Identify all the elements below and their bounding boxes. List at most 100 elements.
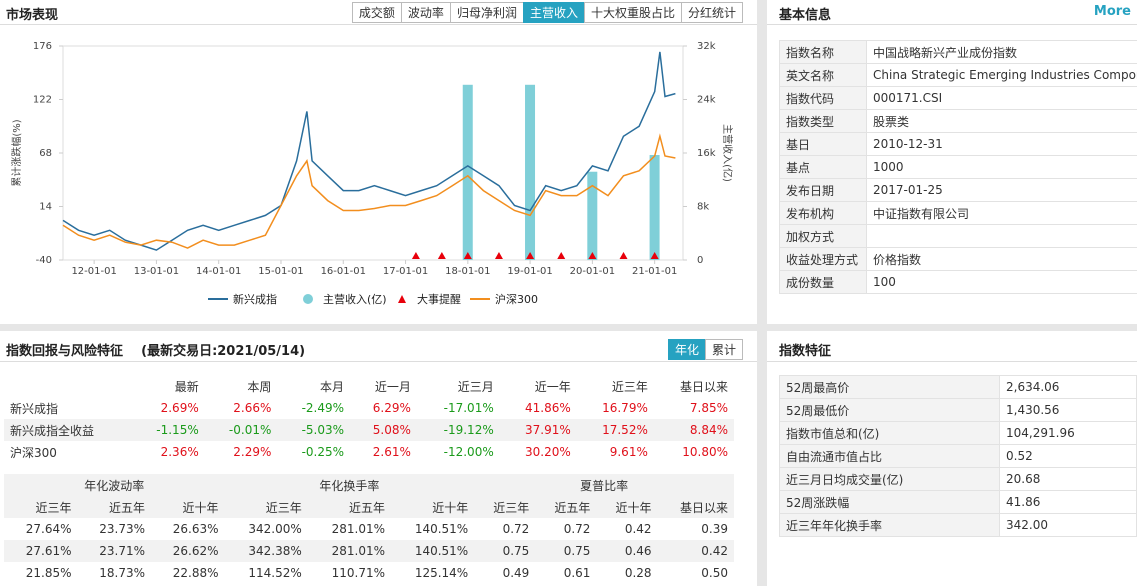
table-row: 指数名称 中国战略新兴产业成份指数 — [779, 40, 1137, 64]
legend-label[interactable]: 大事提醒 — [417, 292, 461, 306]
table-row: 加权方式 — [779, 224, 1137, 248]
returns-table: 最新 本周 本月 近一月 近三月 近一年 近三年 基日以来 新兴成指 2.69% 2.66% -2.4… — [4, 375, 734, 463]
table-row: 沪深300 2.36% 2.29% -0.25% 2.61% -12.00% 30.20% 9… — [4, 441, 734, 463]
table-cell: 0.39 — [701, 522, 728, 536]
table-cell: 2.29% — [233, 445, 272, 459]
table-row: 发布日期 2017-01-25 — [779, 178, 1137, 202]
table-cell: 17.52% — [576, 419, 654, 441]
table-row: 指数市值总和(亿) 104,291.96 — [779, 421, 1137, 445]
table-row: 52周最高价 2,634.06 — [779, 375, 1137, 399]
table-cell: 近一月 — [374, 379, 411, 394]
table-cell: 近三年年化换手率 — [779, 513, 1000, 537]
table-cell: 0.75 — [535, 540, 597, 562]
chart: 累计涨跌幅(%) 主营收入(亿) -40 14 68 122 176 0 8k 16k 24k 3… — [10, 41, 734, 306]
tab[interactable]: 分红统计 — [680, 2, 743, 23]
table-row: 指数代码 000171.CSI — [779, 86, 1137, 110]
table-cell: 指数代码 — [779, 86, 867, 110]
table-cell: 20.68 — [999, 467, 1137, 491]
table-cell: 104,291.96 — [999, 421, 1137, 445]
table-cell: 281.01% — [331, 522, 385, 536]
y2-axis-label: 主营收入(亿) — [721, 124, 734, 182]
legend-label[interactable]: 沪深300 — [495, 292, 538, 306]
y-tick-label: 176 — [33, 41, 52, 52]
table-cell: 年化波动率 — [4, 474, 225, 496]
table-cell: 26.63% — [172, 522, 219, 536]
event-marker[interactable] — [650, 252, 659, 259]
table-cell: 0.72 — [563, 522, 591, 536]
table-cell: 000171.CSI — [866, 86, 1137, 110]
table-cell: 中国战略新兴产业成份指数 — [866, 40, 1137, 64]
bar — [462, 84, 473, 260]
table-row: 最新 本周 本月 近一月 近三月 近一年 近三年 基日以来 — [4, 375, 734, 397]
table-cell: 收益处理方式 — [779, 247, 867, 271]
table-row: 基点 1000 — [779, 155, 1137, 179]
table-cell: 0.46 — [596, 540, 658, 562]
tab[interactable]: 累计 — [704, 339, 743, 360]
x-tick-label: 17-01-01 — [383, 266, 428, 277]
table-cell: 342.00% — [248, 522, 302, 536]
table-cell: 基日 — [779, 132, 867, 156]
y-axis-label: 累计涨跌幅(%) — [10, 119, 23, 186]
table-cell — [866, 224, 1137, 248]
y2-tick-label: 16k — [697, 148, 716, 159]
panel-header: 指数特征 — [767, 331, 1137, 362]
table-cell: 0.49 — [502, 566, 530, 580]
x-tick-label: 13-01-01 — [134, 266, 179, 277]
basic-table: 指数名称 中国战略新兴产业成份指数 英文名称 China Strategic Emer… — [779, 40, 1137, 294]
table-cell: 近五年 — [77, 496, 152, 518]
table-row: 27.64% 23.73% 26.63% 342.00% 281.01% 140.51% 0… — [4, 518, 734, 540]
bar — [649, 155, 660, 260]
table-cell: 0.50 — [701, 566, 728, 580]
panel-header: 市场表现 成交额 波动率 归母净利润 主营收入 十大权重股占比 分红统计 — [0, 0, 757, 25]
event-marker[interactable] — [463, 252, 472, 259]
table-cell: 近三年 — [4, 496, 78, 518]
market-panel: 市场表现 成交额 波动率 归母净利润 主营收入 十大权重股占比 分红统计 累计涨跌幅(%) … — [0, 0, 757, 324]
table-cell: 0.42 — [657, 540, 734, 562]
tab-bar: 年化 累计 — [667, 339, 743, 360]
table-cell: 1000 — [866, 155, 1137, 179]
table-cell: 7.85% — [689, 401, 728, 415]
x-tick-label: 21-01-01 — [632, 266, 677, 277]
x-tick-label: 20-01-01 — [570, 266, 615, 277]
line — [62, 133, 676, 249]
table-cell: 10.80% — [682, 445, 728, 459]
panel-title: 指数特征 — [779, 344, 832, 359]
table-cell: 281.01% — [307, 540, 391, 562]
tab[interactable]: 成交额 — [351, 2, 402, 23]
table-row: 52周最低价 1,430.56 — [779, 398, 1137, 422]
table-cell: 110.71% — [331, 566, 385, 580]
table-cell: 9.61% — [609, 445, 648, 459]
table-cell: 基日以来 — [657, 496, 734, 518]
y2-tick-label: 32k — [697, 41, 716, 52]
table-cell: 18.73% — [99, 566, 146, 580]
tab[interactable]: 波动率 — [400, 2, 451, 23]
table-row: 27.61% 23.71% 26.62% 342.38% 281.01% 140.51% 0… — [4, 540, 734, 562]
event-marker[interactable] — [588, 252, 597, 259]
event-marker[interactable] — [494, 252, 503, 259]
event-marker[interactable] — [411, 252, 420, 259]
table-row: 基日 2010-12-31 — [779, 132, 1137, 156]
legend-label[interactable]: 主营收入(亿) — [323, 292, 387, 306]
table-row: 收益处理方式 价格指数 — [779, 247, 1137, 271]
table-row: 新兴成指全收益 -1.15% -0.01% -5.03% 5.08% -19.12% 37.… — [4, 419, 734, 441]
x-tick-label: 16-01-01 — [321, 266, 366, 277]
event-marker[interactable] — [526, 252, 535, 259]
table-cell — [4, 375, 132, 397]
event-marker[interactable] — [619, 252, 628, 259]
event-marker[interactable] — [437, 252, 446, 259]
more-link[interactable]: More — [1093, 4, 1131, 19]
legend-label[interactable]: 新兴成指 — [233, 292, 277, 306]
table-cell: 指数名称 — [779, 40, 867, 64]
table-cell: 近三月日均成交量(亿) — [779, 467, 1000, 491]
table-cell: 140.51% — [390, 540, 475, 562]
table-cell: 2.66% — [233, 401, 272, 415]
table-cell: -17.01% — [443, 401, 494, 415]
event-marker[interactable] — [557, 252, 566, 259]
table-cell: 1,430.56 — [999, 398, 1137, 422]
tab[interactable]: 年化 — [667, 339, 706, 360]
legend-swatch — [398, 295, 406, 303]
table-cell: 近三年 — [611, 379, 648, 394]
features-table: 52周最高价 2,634.06 52周最低价 1,430.56 指数市值总和(亿) 104… — [779, 375, 1137, 537]
table-cell: 2017-01-25 — [866, 178, 1137, 202]
table-cell: 37.91% — [499, 419, 577, 441]
